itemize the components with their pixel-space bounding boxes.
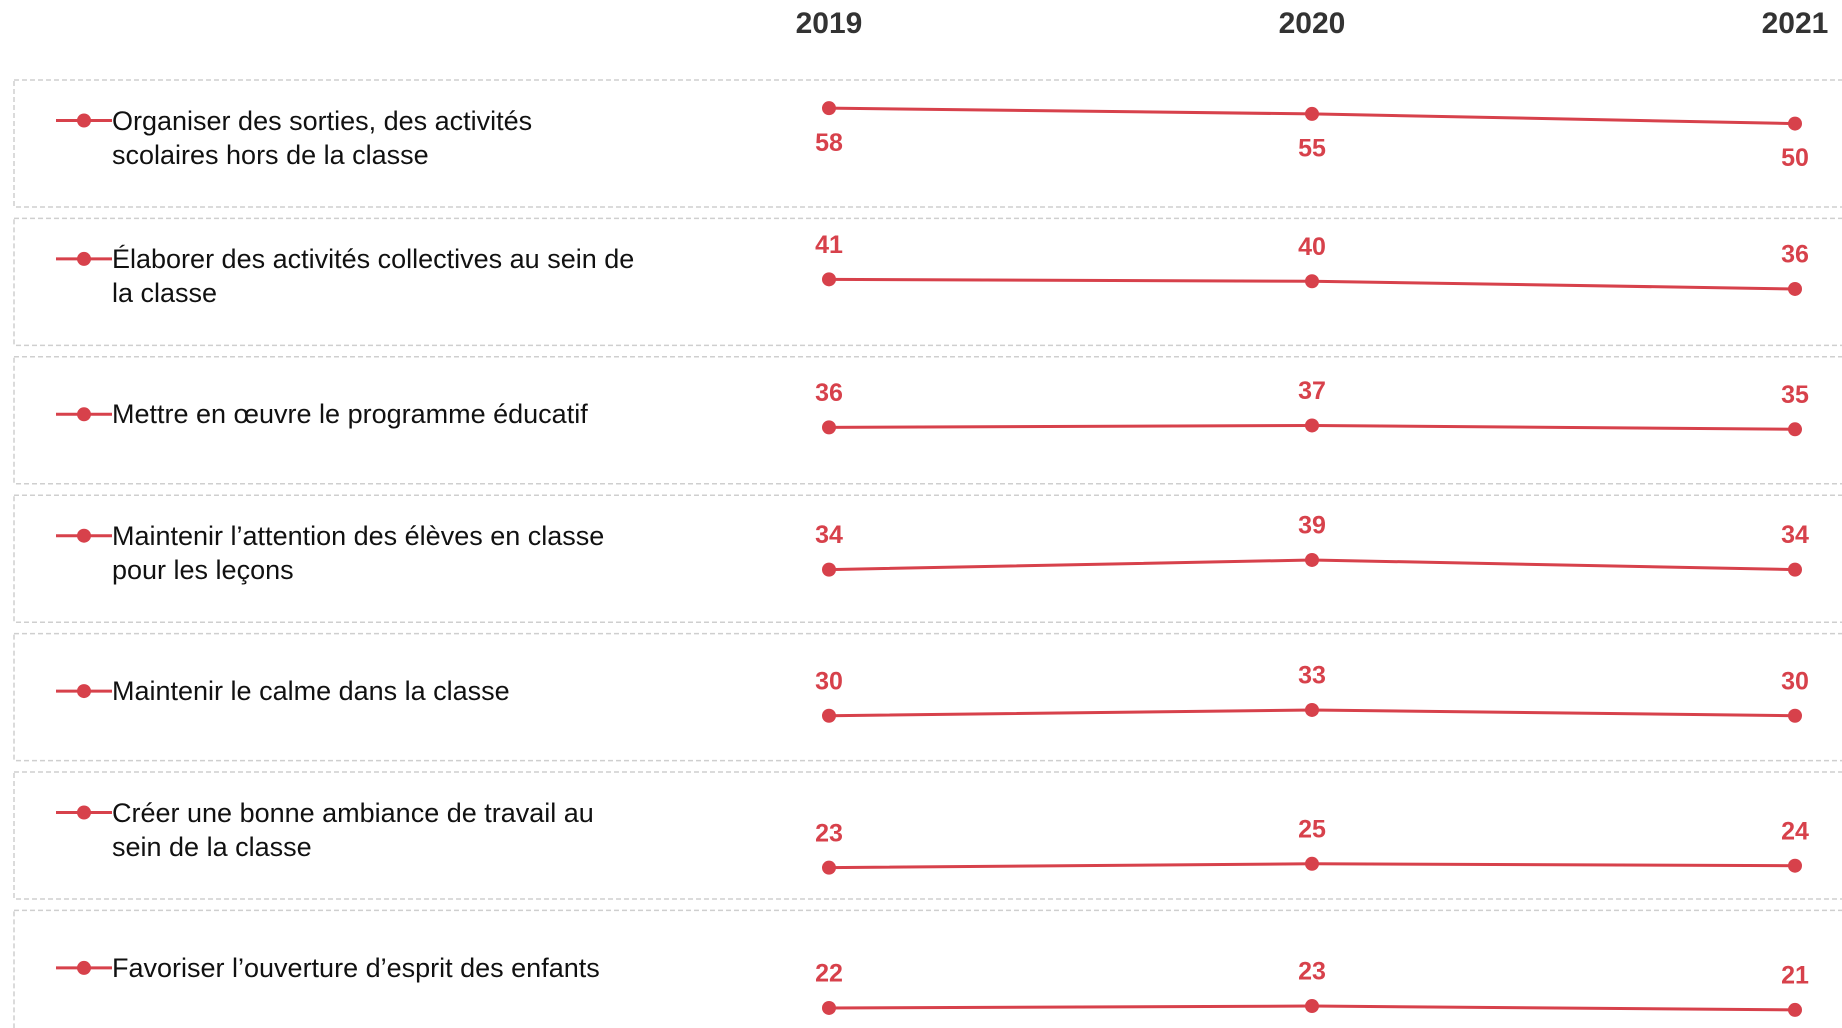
value-label: 50: [1781, 144, 1809, 172]
value-label: 25: [1298, 815, 1326, 843]
legend-dot: [77, 528, 91, 543]
point: [1788, 281, 1802, 296]
value-label: 36: [815, 379, 843, 407]
value-label: 34: [815, 521, 843, 549]
value-label: 41: [815, 231, 843, 259]
point: [822, 708, 836, 723]
series-name: Élaborer des activités collectives au se…: [112, 243, 635, 308]
series-name: Mettre en œuvre le programme éducatif: [112, 399, 588, 430]
year-label: 2020: [1279, 7, 1346, 40]
value-label: 21: [1781, 962, 1809, 990]
legend-dot: [77, 960, 91, 975]
value-label: 22: [815, 960, 843, 988]
point: [1788, 116, 1802, 131]
value-label: 37: [1298, 377, 1326, 405]
point: [1788, 562, 1802, 577]
series-name: Favoriser l’ouverture d’esprit des enfan…: [112, 952, 600, 983]
value-label: 55: [1298, 135, 1326, 163]
point: [1305, 418, 1319, 433]
legend-dot: [77, 113, 91, 128]
value-label: 35: [1781, 381, 1809, 409]
value-label: 39: [1298, 512, 1326, 540]
point: [1788, 708, 1802, 723]
panel: [13, 909, 1842, 1028]
series-name: Organiser des sorties, des activités sco…: [112, 105, 533, 170]
panel: [13, 217, 1842, 347]
point: [1305, 106, 1319, 121]
value-label: 30: [815, 667, 843, 695]
point: [822, 101, 836, 116]
series-name: Maintenir l’attention des élèves en clas…: [112, 520, 605, 585]
point: [1305, 856, 1319, 871]
panel: [13, 356, 1842, 485]
point: [1305, 552, 1319, 567]
value-label: 23: [1298, 958, 1326, 986]
panel: [13, 632, 1842, 762]
point: [1305, 702, 1319, 717]
point: [822, 860, 836, 875]
panel: [13, 771, 1842, 900]
point: [1305, 999, 1319, 1014]
year-label: 2021: [1762, 7, 1829, 40]
panel: [13, 79, 1842, 208]
value-label: 30: [1781, 667, 1809, 695]
value-label: 33: [1298, 662, 1326, 690]
year-label: 2019: [796, 7, 863, 40]
series-name: Maintenir le calme dans la classe: [112, 676, 510, 707]
panel: [13, 494, 1842, 623]
value-label: 24: [1781, 817, 1809, 845]
value-label: 36: [1781, 241, 1809, 269]
series-name: Créer une bonne ambiance de travail au s…: [112, 797, 594, 862]
point: [822, 562, 836, 577]
value-label: 58: [815, 129, 843, 157]
point: [822, 420, 836, 435]
point: [822, 272, 836, 287]
point: [1788, 858, 1802, 873]
legend-dot: [77, 407, 91, 422]
value-label: 34: [1781, 521, 1809, 549]
legend-dot: [77, 684, 91, 699]
point: [1788, 1002, 1802, 1017]
point: [1788, 422, 1802, 437]
point: [822, 1000, 836, 1015]
point: [1305, 274, 1319, 289]
value-label: 40: [1298, 233, 1326, 261]
value-label: 23: [815, 819, 843, 847]
legend-dot: [77, 251, 91, 266]
legend-dot: [77, 805, 91, 820]
